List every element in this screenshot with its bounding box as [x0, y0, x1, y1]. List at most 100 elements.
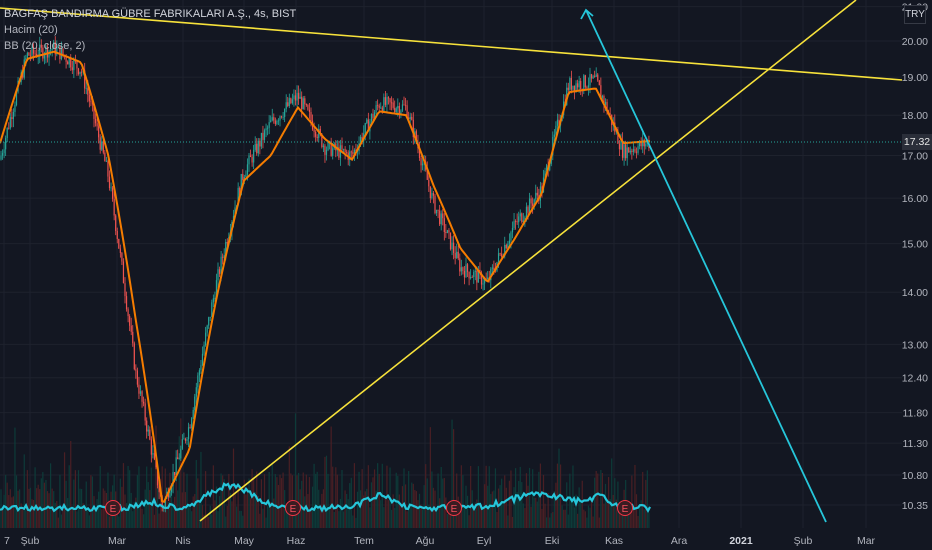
volume-bar — [443, 478, 445, 528]
y-tick-label: 18.00 — [902, 110, 928, 122]
candle-body — [237, 187, 239, 206]
volume-bar — [460, 465, 462, 528]
candle-body — [180, 448, 182, 459]
candle-body — [544, 170, 546, 178]
volume-bar — [116, 513, 118, 528]
candle-body — [77, 68, 80, 75]
volume-bar — [420, 504, 422, 528]
volume-bar — [569, 473, 571, 528]
volume-bar — [546, 517, 548, 528]
volume-bar — [563, 509, 565, 528]
candle-body — [330, 141, 332, 156]
volume-bar — [203, 514, 205, 528]
candle-body — [136, 370, 138, 385]
volume-bar — [346, 493, 348, 528]
candle-body — [90, 101, 92, 103]
volume-bar — [102, 488, 104, 528]
candle-body — [597, 74, 599, 81]
volume-bar — [349, 483, 351, 528]
candle-body — [59, 46, 61, 60]
candle-body — [586, 87, 588, 88]
candle-body — [287, 102, 289, 106]
candle-body — [350, 151, 352, 153]
y-tick-label: 14.00 — [902, 287, 928, 299]
candle-body — [321, 133, 323, 147]
y-tick-label: 15.00 — [902, 239, 928, 251]
volume-bar — [149, 490, 151, 528]
candle-body — [617, 130, 619, 144]
volume-bar — [232, 448, 235, 528]
candle-body — [118, 238, 120, 249]
candle-body — [310, 111, 312, 121]
candle-body — [412, 119, 414, 138]
volume-bar — [620, 509, 622, 528]
candle-body — [282, 116, 284, 118]
volume-bar — [575, 494, 577, 528]
volume-bar — [648, 512, 650, 528]
candle-body — [546, 165, 548, 171]
volume-bar — [370, 482, 373, 528]
volume-bar — [308, 477, 311, 528]
candle-body — [125, 296, 128, 310]
candle-body — [70, 58, 72, 68]
earnings-marker — [617, 500, 633, 516]
volume-indicator-label[interactable]: Hacim (20) — [4, 24, 58, 36]
candle-body — [205, 332, 207, 346]
candle-body — [305, 104, 307, 106]
earnings-marker-label: E — [290, 504, 297, 515]
candle-body — [383, 97, 385, 112]
bollinger-indicator-label[interactable]: BB (20, close, 2) — [4, 40, 86, 52]
candle-body — [504, 244, 506, 257]
volume-bar — [143, 514, 145, 528]
candle-body — [222, 256, 224, 258]
candle-body — [626, 147, 628, 159]
volume-bar — [431, 471, 433, 528]
volume-bar — [310, 510, 312, 528]
volume-bar — [1, 510, 4, 528]
volume-bar — [459, 501, 461, 528]
candle-body — [499, 253, 501, 255]
volume-bar — [468, 515, 470, 528]
currency-badge[interactable]: TRY — [904, 5, 926, 24]
candle-body — [442, 213, 444, 219]
volume-bar — [152, 501, 154, 528]
volume-bar — [372, 477, 374, 528]
y-tick-label: 11.30 — [903, 438, 929, 450]
volume-bar — [552, 512, 554, 528]
volume-bar — [211, 514, 213, 528]
candle-body — [327, 142, 329, 150]
candle-body — [81, 71, 83, 73]
candle-body — [352, 152, 354, 154]
volume-bar — [361, 469, 363, 528]
candle-body — [420, 157, 422, 166]
candle-body — [102, 141, 104, 153]
volume-bar — [330, 426, 332, 528]
candle-body — [14, 104, 16, 112]
volume-bar — [513, 487, 515, 528]
volume-bar — [581, 480, 583, 528]
volume-bar — [603, 503, 605, 528]
candle-body — [290, 98, 292, 104]
volume-bar — [604, 483, 607, 528]
candle-body — [294, 95, 297, 101]
candle-body — [601, 96, 603, 98]
volume-bar — [20, 503, 22, 528]
candle-body — [583, 75, 585, 90]
candle-body — [28, 52, 30, 56]
volume-bar — [273, 498, 275, 528]
volume-bar — [339, 498, 342, 528]
volume-bar — [125, 503, 128, 528]
candle-body — [29, 55, 32, 57]
volume-bar — [45, 479, 47, 528]
candle-body — [598, 80, 600, 86]
trendline-projection — [585, 9, 827, 523]
volume-bar — [493, 490, 495, 528]
volume-bar — [490, 494, 492, 528]
volume-bar — [530, 506, 532, 528]
candle-body — [260, 132, 262, 147]
volume-bar — [183, 472, 185, 528]
candle-body — [31, 46, 33, 56]
candle-body — [428, 179, 430, 187]
volume-bar — [544, 503, 546, 528]
